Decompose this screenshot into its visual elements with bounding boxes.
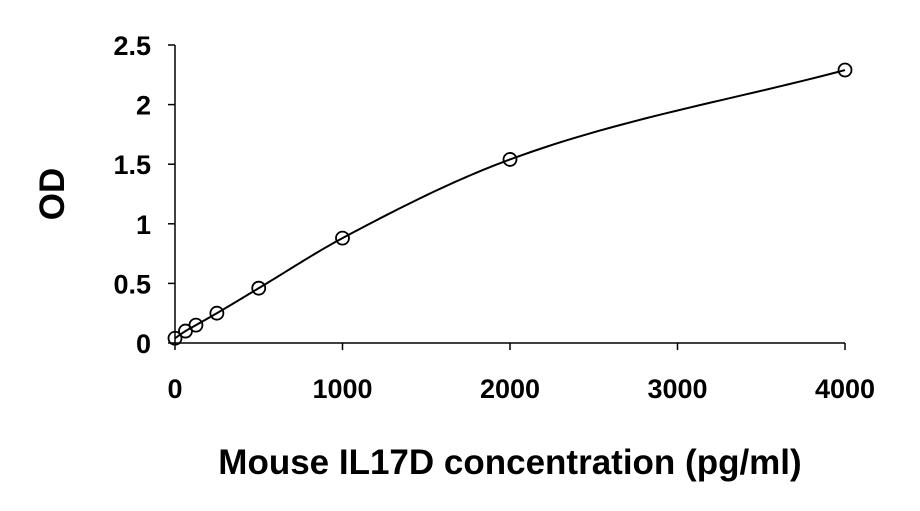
y-tick-label: 1 — [136, 210, 151, 240]
x-tick-label: 2000 — [480, 374, 540, 404]
data-point — [837, 62, 853, 78]
data-point — [167, 330, 183, 346]
y-tick-label: 2.5 — [113, 31, 151, 61]
y-tick-label: 0.5 — [113, 269, 151, 299]
data-point — [335, 230, 350, 246]
data-points — [167, 62, 853, 346]
x-tick-label: 3000 — [647, 374, 707, 404]
y-axis-title: OD — [33, 168, 72, 221]
data-point — [209, 305, 225, 321]
data-point — [251, 280, 267, 296]
x-tick-label: 4000 — [815, 374, 875, 404]
x-axis-title: Mouse IL17D concentration (pg/ml) — [218, 443, 801, 482]
fit-curve — [174, 69, 846, 340]
y-axis-ticks: 0 0.5 1 1.5 2 2.5 — [113, 31, 175, 359]
x-tick-label: 1000 — [312, 374, 372, 404]
data-point — [188, 317, 204, 333]
x-axis-ticks: 0 1000 2000 3000 4000 — [167, 343, 875, 404]
y-tick-label: 1.5 — [113, 150, 151, 180]
y-tick-label: 0 — [136, 329, 151, 359]
data-point — [502, 152, 518, 167]
y-tick-label: 2 — [136, 91, 151, 121]
x-tick-label: 0 — [167, 374, 182, 404]
